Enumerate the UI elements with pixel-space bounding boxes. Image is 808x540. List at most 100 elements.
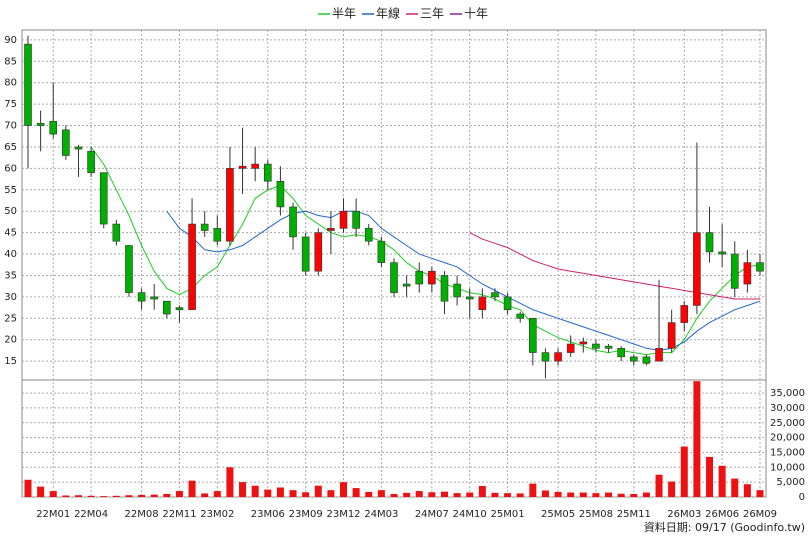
volume-bar [289, 490, 297, 497]
y-tick-label: 35 [4, 270, 17, 281]
candle-body [226, 168, 234, 242]
y-tick-label: 50 [4, 206, 17, 217]
volume-bar [415, 491, 423, 497]
footer-note: 資料日期: 09/17 (Goodinfo.tw) [644, 520, 805, 534]
volume-bar [201, 493, 209, 497]
candle-body [516, 313, 525, 319]
candle-body [352, 210, 360, 229]
y-tick-label: 25 [4, 313, 17, 324]
candle-body [36, 123, 45, 126]
y-tick-label: 60 [4, 163, 17, 174]
volume-bar [440, 491, 448, 497]
ma-line [90, 146, 761, 356]
candle-body [402, 283, 411, 287]
candle-body [251, 163, 259, 169]
volume-bar [74, 495, 82, 497]
candle-body [566, 343, 575, 353]
volume-bar [37, 486, 45, 497]
x-tick-label: 25M11 [617, 509, 651, 520]
volume-bar [239, 482, 247, 497]
x-tick-label: 23M02 [200, 509, 234, 520]
candle-body [718, 251, 726, 255]
volume-bar [592, 493, 600, 497]
candle-body [655, 347, 663, 362]
y2-tick-label: 20,000 [770, 433, 805, 444]
candle-body [364, 228, 373, 242]
volume-bar [453, 493, 461, 497]
candle-body [756, 262, 764, 272]
candle-body [415, 270, 424, 285]
volume-bar [743, 484, 751, 497]
volume-bar [125, 495, 133, 497]
y2-tick-label: 25,000 [770, 418, 805, 429]
volume-bar [516, 493, 524, 497]
volume-bar [87, 495, 95, 497]
volume-bar [693, 381, 701, 497]
candle-body [163, 300, 171, 315]
legend-label: 十年 [464, 7, 488, 21]
x-tick-label: 22M01 [36, 509, 70, 520]
x-tick-label: 23M09 [289, 509, 323, 520]
y-tick-label: 90 [4, 35, 17, 46]
candle-body [440, 275, 449, 302]
x-tick-label: 25M08 [579, 509, 613, 520]
candle-body [112, 223, 121, 242]
candle-body [604, 345, 613, 349]
volume-bar [478, 486, 486, 497]
candle-body [339, 210, 348, 229]
candle-body [592, 343, 600, 349]
volume-bar [630, 494, 638, 497]
volume-bar [579, 492, 587, 497]
volume-bar [138, 494, 146, 497]
volume-bar [314, 485, 322, 497]
candle-body [680, 305, 689, 323]
volume-bar [163, 494, 171, 497]
candle-body [554, 352, 562, 362]
candle-body [74, 146, 83, 150]
volume-bar [327, 490, 335, 497]
y-tick-label: 45 [4, 228, 17, 239]
volume-bar [251, 485, 259, 497]
volume-bar [62, 495, 70, 497]
volume-bar [718, 465, 726, 497]
candle-body [705, 232, 714, 253]
x-tick-label: 26M03 [667, 509, 701, 520]
volume-bar [403, 492, 411, 497]
volume-bar [112, 495, 120, 497]
y-tick-label: 70 [4, 121, 17, 132]
y-tick-label: 65 [4, 142, 17, 153]
candle-body [200, 223, 209, 231]
y-tick-label: 55 [4, 185, 17, 196]
candle-body [137, 292, 146, 302]
y-tick-label: 85 [4, 56, 17, 67]
x-tick-label: 23M06 [251, 509, 285, 520]
volume-bar [49, 491, 57, 497]
candle-body [579, 341, 588, 345]
y2-tick-label: 30,000 [770, 403, 805, 414]
candle-body [453, 283, 461, 298]
y2-tick-label: 35,000 [770, 388, 805, 399]
volume-bar [264, 489, 272, 497]
candle-body [491, 292, 499, 298]
volume-bar [706, 456, 714, 497]
candle-body [276, 180, 285, 208]
volume-bar [377, 490, 385, 497]
y-tick-label: 75 [4, 99, 17, 110]
candle-body [390, 262, 398, 293]
volume-bar [100, 496, 108, 497]
candle-body [743, 262, 752, 285]
volume-bar [529, 483, 537, 497]
x-tick-label: 24M03 [364, 509, 398, 520]
candle-body [529, 318, 537, 353]
candle-body [125, 245, 133, 293]
x-tick-label: 25M05 [541, 509, 575, 520]
volume-bar [504, 493, 512, 497]
y-tick-label: 40 [4, 249, 17, 260]
candle-body [667, 322, 676, 349]
candle-body [428, 270, 436, 285]
volume-bar [150, 494, 158, 497]
volume-bar [605, 492, 613, 497]
volume-bar [731, 478, 739, 497]
y2-tick-label: 5,000 [776, 477, 805, 488]
